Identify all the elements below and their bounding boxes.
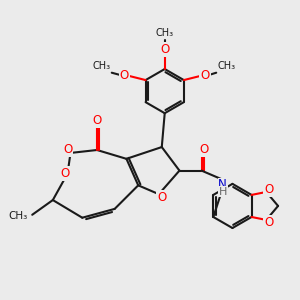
Text: CH₃: CH₃ <box>9 211 28 221</box>
Text: O: O <box>120 69 129 82</box>
Text: H: H <box>218 187 227 197</box>
Text: O: O <box>200 142 209 156</box>
Text: O: O <box>92 114 102 127</box>
Text: CH₃: CH₃ <box>218 61 236 71</box>
Text: O: O <box>264 216 273 229</box>
Text: O: O <box>160 44 169 56</box>
Text: O: O <box>63 143 72 157</box>
Text: N: N <box>218 178 227 191</box>
Text: O: O <box>264 183 273 196</box>
Text: CH₃: CH₃ <box>92 61 110 71</box>
Text: CH₃: CH₃ <box>156 28 174 38</box>
Text: O: O <box>200 69 210 82</box>
Text: O: O <box>157 190 167 204</box>
Text: O: O <box>60 167 69 180</box>
